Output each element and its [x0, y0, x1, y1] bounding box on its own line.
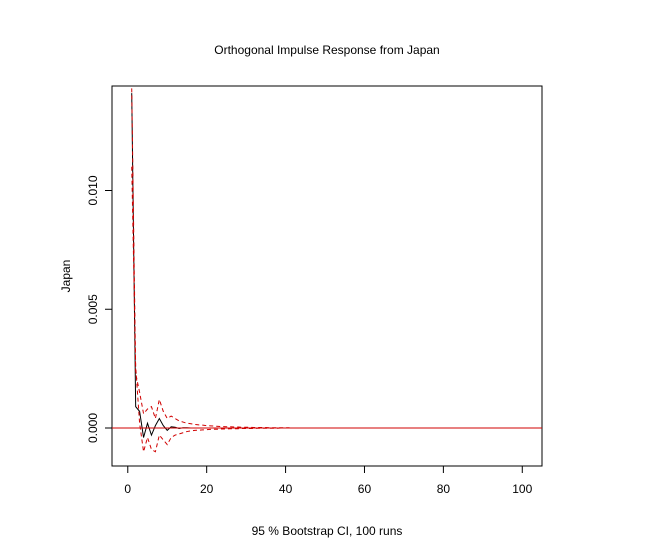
y-tick-label: 0.000 [86, 413, 100, 443]
plot-area [112, 88, 542, 453]
x-axis: 0 20 40 60 80 100 [124, 466, 533, 496]
x-axis-label: 95 % Bootstrap CI, 100 runs [252, 524, 403, 538]
x-tick-label: 100 [512, 482, 532, 496]
x-tick-label: 80 [437, 482, 451, 496]
plot-frame [111, 85, 543, 467]
confidence-band-line [131, 88, 290, 429]
y-tick-label: 0.005 [86, 294, 100, 324]
y-axis-label: Japan [59, 260, 73, 293]
x-tick-label: 60 [358, 482, 372, 496]
x-tick-label: 0 [124, 482, 131, 496]
x-tick-label: 40 [279, 482, 293, 496]
y-tick-label: 0.010 [86, 175, 100, 205]
x-tick-label: 20 [200, 482, 214, 496]
chart-title: Orthogonal Impulse Response from Japan [214, 43, 439, 57]
y-axis: 0.000 0.005 0.010 [86, 175, 112, 443]
